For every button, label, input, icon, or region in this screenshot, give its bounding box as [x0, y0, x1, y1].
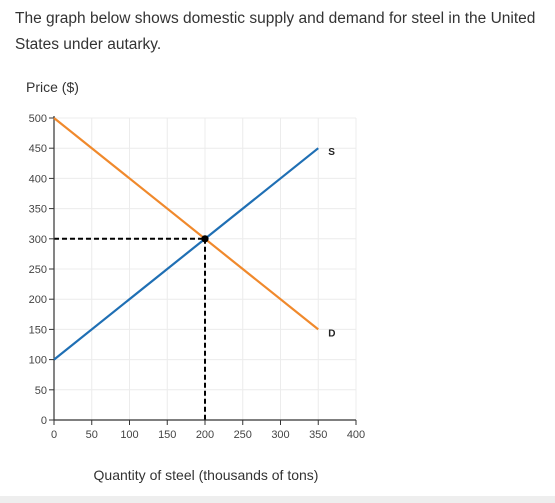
y-tick-label: 50: [35, 385, 47, 397]
chart-grid: [54, 117, 357, 420]
chart-labels: SD: [201, 147, 335, 339]
x-tick-label: 50: [86, 429, 98, 441]
chart-series: [53, 117, 319, 361]
x-tick-label: 400: [347, 429, 365, 441]
equilibrium-guides: [54, 237, 206, 420]
x-tick-label: 100: [120, 429, 138, 441]
series-label-s: S: [328, 147, 335, 158]
x-tick-label: 0: [51, 429, 57, 441]
x-axis-label: Quantity of steel (thousands of tons): [94, 467, 319, 483]
y-tick-label: 500: [29, 113, 47, 125]
y-tick-label: 100: [29, 355, 47, 367]
y-tick-label: 400: [29, 173, 47, 185]
y-tick-label: 450: [29, 143, 47, 155]
y-tick-label: 300: [29, 234, 47, 246]
y-tick-label: 350: [29, 204, 47, 216]
y-tick-label: 0: [41, 415, 47, 427]
bottom-divider: [0, 496, 555, 503]
x-tick-label: 150: [158, 429, 176, 441]
x-tick-label: 300: [271, 429, 289, 441]
x-tick-label: 350: [309, 429, 327, 441]
series-line-d: [53, 117, 319, 331]
equilibrium-point: [201, 235, 209, 243]
y-tick-label: 150: [29, 324, 47, 336]
series-line-s: [53, 147, 319, 361]
question-text: The graph below shows domestic supply an…: [15, 10, 536, 53]
y-tick-label: 200: [29, 294, 47, 306]
x-tick-label: 200: [196, 429, 214, 441]
series-label-d: D: [328, 328, 335, 339]
y-axis-label: Price ($): [26, 79, 79, 95]
x-tick-label: 250: [234, 429, 252, 441]
chart-axes: 0 50 100 150 200 250 300 350 400 450 500 0 50 100 150 2…: [29, 113, 366, 441]
y-tick-label: 250: [29, 264, 47, 276]
